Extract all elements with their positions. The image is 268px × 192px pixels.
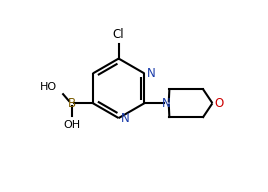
Text: HO: HO bbox=[40, 82, 57, 92]
Text: N: N bbox=[147, 67, 156, 80]
Text: B: B bbox=[68, 97, 76, 110]
Text: N: N bbox=[121, 112, 130, 125]
Text: O: O bbox=[215, 97, 224, 110]
Text: Cl: Cl bbox=[113, 28, 124, 41]
Text: OH: OH bbox=[63, 121, 80, 131]
Text: N: N bbox=[162, 97, 171, 110]
